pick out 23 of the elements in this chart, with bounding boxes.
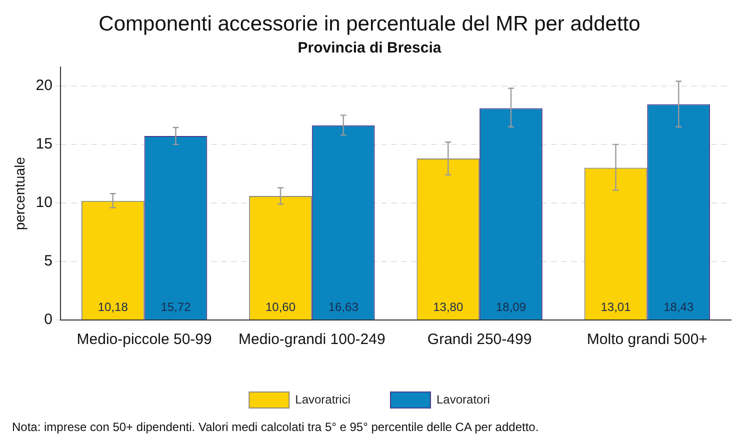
y-tick-label: 5: [44, 252, 52, 270]
x-tick-label: Medio-piccole 50-99: [76, 331, 212, 348]
data-label: 18,09: [496, 300, 526, 314]
data-label: 13,80: [433, 300, 464, 314]
data-label: 10,60: [265, 300, 296, 314]
y-axis-title: percentuale: [11, 156, 28, 230]
x-tick-label: Molto grandi 500+: [586, 331, 708, 348]
text: Nota: imprese con 50+ dipendenti. Valori medi calcolati tra 5° e 95° percentile delle CA per addetto.: [12, 420, 540, 434]
y-tick-label: 15: [36, 136, 52, 153]
data-label: 13,01: [600, 300, 632, 314]
data-label: 18,43: [664, 300, 694, 314]
y-tick-label: 20: [36, 77, 52, 94]
y-tick-label: 0: [44, 311, 52, 328]
legend-label: Lavoratrici: [295, 392, 350, 406]
data-label: 10,18: [98, 300, 128, 314]
data-label: 16,63: [328, 300, 359, 314]
legend-label: Lavoratori: [436, 392, 490, 406]
data-label: 15,72: [160, 300, 192, 314]
chart-title: Componenti accessorie in percentuale del MR per addetto: [98, 12, 640, 36]
x-tick-label: Medio-grandi 100-249: [238, 331, 386, 348]
x-tick-label: Grandi 250-499: [427, 331, 532, 348]
y-tick-label: 10: [36, 194, 52, 212]
chart-subtitle: Provincia di Brescia: [298, 39, 442, 56]
